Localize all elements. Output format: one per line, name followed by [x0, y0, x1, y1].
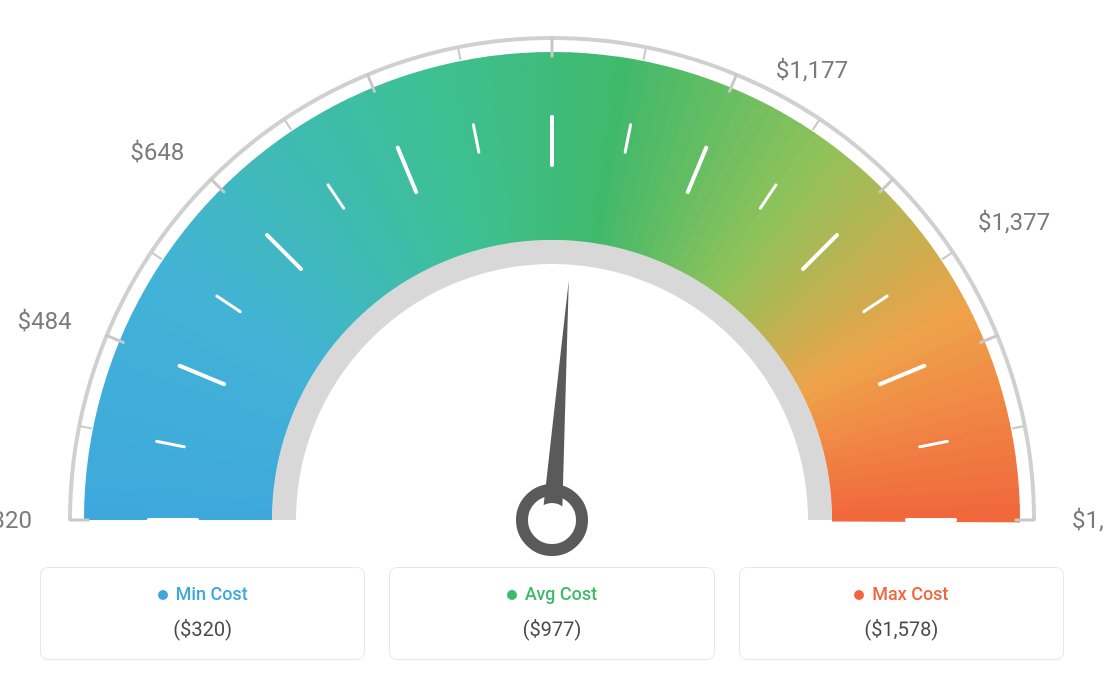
gauge-scale-label: $484	[18, 307, 72, 335]
gauge-svg	[0, 0, 1104, 560]
legend-row: Min Cost ($320) Avg Cost ($977) Max Cost…	[40, 567, 1064, 660]
gauge-scale-label: $648	[130, 138, 184, 166]
gauge-scale-label: $320	[0, 506, 32, 534]
legend-max-label: Max Cost	[872, 584, 948, 605]
legend-min-label: Min Cost	[176, 584, 248, 605]
dot-icon	[158, 590, 168, 600]
gauge-scale-label: $1,377	[978, 208, 1050, 236]
legend-min-label-row: Min Cost	[53, 584, 352, 605]
legend-avg-label-row: Avg Cost	[402, 584, 701, 605]
legend-max-cost: Max Cost ($1,578)	[739, 567, 1064, 660]
gauge-chart: $320$484$648$977$1,177$1,377$1,578	[0, 0, 1104, 560]
cost-gauge-container: $320$484$648$977$1,177$1,377$1,578 Min C…	[0, 0, 1104, 690]
legend-max-label-row: Max Cost	[752, 584, 1051, 605]
legend-min-value: ($320)	[53, 617, 352, 641]
legend-max-value: ($1,578)	[752, 617, 1051, 641]
dot-icon	[854, 590, 864, 600]
legend-avg-cost: Avg Cost ($977)	[389, 567, 714, 660]
gauge-scale-label: $1,578	[1072, 506, 1104, 534]
gauge-scale-label: $1,177	[776, 56, 848, 84]
legend-min-cost: Min Cost ($320)	[40, 567, 365, 660]
legend-avg-value: ($977)	[402, 617, 701, 641]
legend-avg-label: Avg Cost	[525, 584, 597, 605]
dot-icon	[507, 590, 517, 600]
